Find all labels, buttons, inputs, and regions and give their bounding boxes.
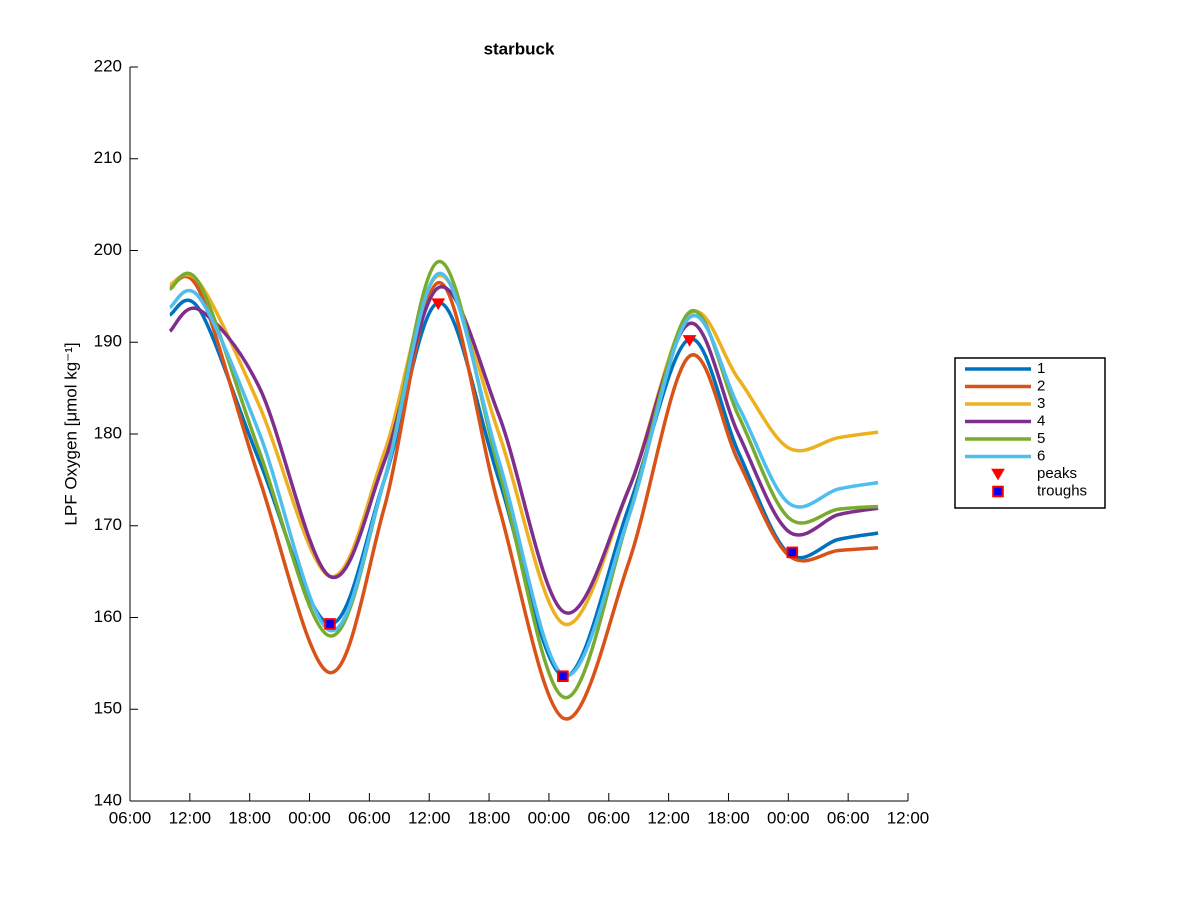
y-tick-label: 190 <box>94 332 122 351</box>
series-line <box>168 271 879 678</box>
y-tick-label: 210 <box>94 148 122 167</box>
y-tick-label: 170 <box>94 515 122 534</box>
x-tick-label: 06:00 <box>109 808 152 827</box>
x-tick-label: 12:00 <box>647 808 690 827</box>
x-tick-label: 00:00 <box>288 808 331 827</box>
x-tick-label: 06:00 <box>827 808 870 827</box>
series-line <box>168 285 879 615</box>
chart-title: starbuck <box>484 39 555 58</box>
trough-marker <box>786 546 799 559</box>
legend-marker <box>992 485 1004 498</box>
legend-label: 1 <box>1037 360 1045 377</box>
legend-label: troughs <box>1037 482 1087 499</box>
legend-marker <box>991 468 1005 481</box>
series-line <box>169 274 879 721</box>
x-tick-label: 00:00 <box>528 808 571 827</box>
peak-marker <box>682 335 697 347</box>
x-tick-label: 06:00 <box>587 808 630 827</box>
x-tick-label: 12:00 <box>887 808 930 827</box>
y-tick-label: 140 <box>94 790 122 809</box>
y-tick-label: 180 <box>94 423 122 442</box>
x-tick-label: 00:00 <box>767 808 810 827</box>
legend-label: 3 <box>1037 395 1045 412</box>
legend-label: peaks <box>1037 465 1077 482</box>
series-line <box>168 259 879 700</box>
y-tick-label: 200 <box>94 240 122 259</box>
legend-box <box>954 357 1106 509</box>
x-tick-label: 18:00 <box>707 808 750 827</box>
legend-label: 2 <box>1037 377 1045 394</box>
x-tick-label: 12:00 <box>169 808 212 827</box>
x-tick-label: 06:00 <box>348 808 391 827</box>
y-tick-label: 160 <box>94 607 122 626</box>
x-tick-label: 18:00 <box>228 808 271 827</box>
trough-marker <box>557 670 569 683</box>
legend-label: 6 <box>1037 447 1045 464</box>
y-axis-label: LPF Oxygen [μmol kg⁻¹] <box>61 342 80 525</box>
y-tick-label: 220 <box>94 56 122 75</box>
y-tick-label: 150 <box>94 699 122 718</box>
trough-marker <box>324 618 336 630</box>
legend-label: 4 <box>1037 412 1045 429</box>
series-line <box>169 273 879 627</box>
legend-label: 5 <box>1037 430 1045 447</box>
peak-marker <box>431 298 446 311</box>
x-tick-label: 18:00 <box>468 808 511 827</box>
x-tick-label: 12:00 <box>408 808 451 827</box>
